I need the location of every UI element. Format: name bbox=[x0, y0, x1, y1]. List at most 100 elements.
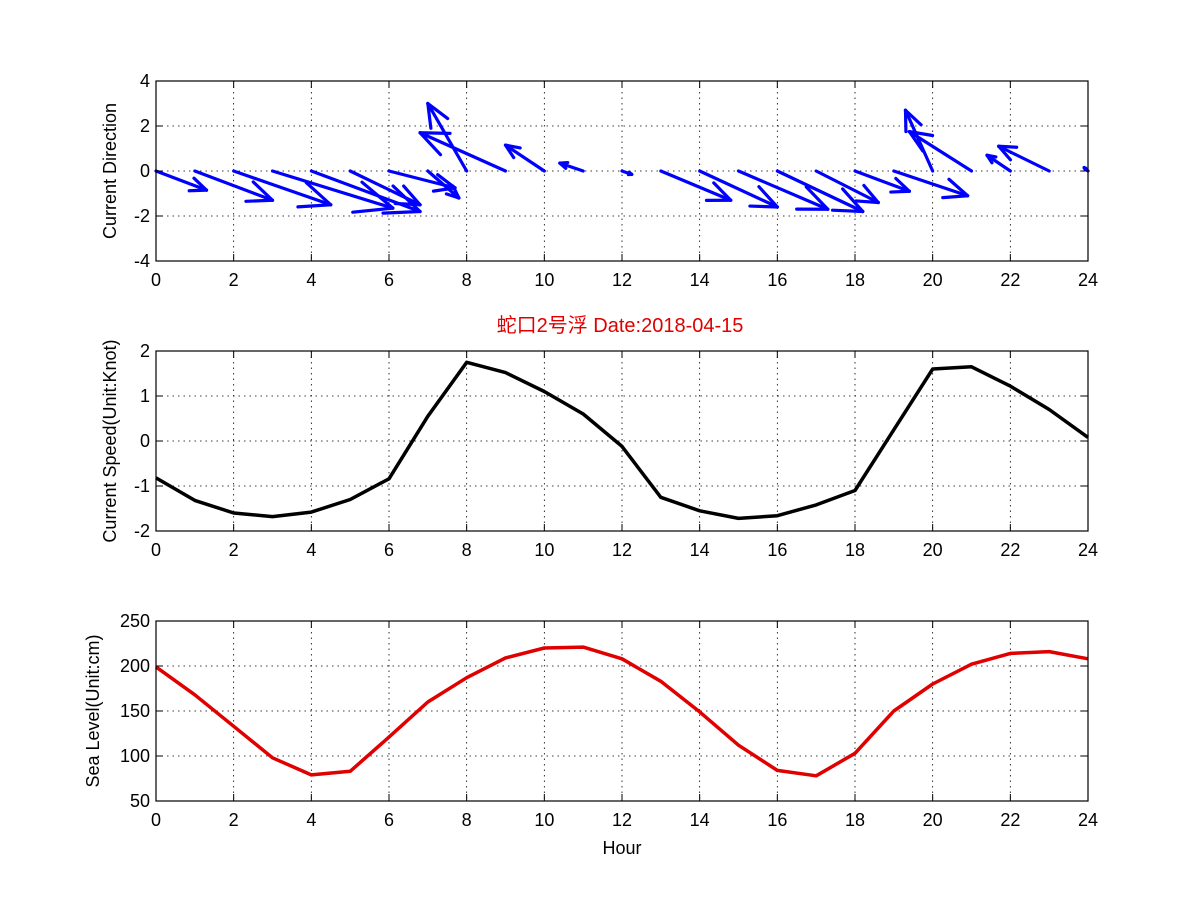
arrow-head bbox=[192, 176, 209, 192]
current-arrow bbox=[558, 160, 585, 173]
arrow-head bbox=[251, 180, 275, 202]
arrow-shaft bbox=[659, 169, 733, 202]
arrow-head bbox=[426, 101, 433, 130]
current-arrow bbox=[985, 153, 1012, 173]
x-axis-label: Hour bbox=[602, 838, 641, 858]
y-tick-label: -2 bbox=[134, 521, 150, 541]
arrow-shaft bbox=[907, 130, 974, 173]
x-tick-label: 12 bbox=[612, 270, 632, 290]
arrow-head bbox=[894, 176, 911, 193]
x-tick-label: 20 bbox=[923, 270, 943, 290]
arrow-shaft bbox=[193, 169, 275, 202]
x-tick-label: 14 bbox=[690, 540, 710, 560]
arrow-shaft bbox=[775, 169, 865, 214]
y-tick-label: 1 bbox=[140, 386, 150, 406]
x-tick-label: 10 bbox=[534, 540, 554, 560]
current-arrow bbox=[997, 144, 1051, 173]
arrow-head bbox=[187, 188, 209, 193]
current-arrow bbox=[698, 169, 779, 209]
arrow-head bbox=[418, 131, 452, 135]
arrow-shaft bbox=[814, 169, 880, 205]
x-tick-label: 0 bbox=[151, 540, 161, 560]
y-tick-label: 4 bbox=[140, 71, 150, 91]
x-tick-label: 8 bbox=[462, 540, 472, 560]
current-arrow bbox=[620, 169, 634, 177]
arrow-shaft bbox=[853, 169, 911, 193]
arrow-head bbox=[907, 130, 935, 138]
x-tick-label: 22 bbox=[1000, 810, 1020, 830]
arrow-shaft bbox=[997, 144, 1051, 173]
arrow-head bbox=[997, 144, 1019, 149]
y-tick-label: -4 bbox=[134, 251, 150, 271]
current-arrow bbox=[1082, 166, 1090, 173]
arrow-head bbox=[903, 108, 923, 127]
x-tick-label: 18 bbox=[845, 810, 865, 830]
chart-title: 蛇口2号浮 Date:2018-04-15 bbox=[497, 314, 744, 337]
arrow-shaft bbox=[698, 169, 779, 209]
current-arrow bbox=[903, 108, 935, 173]
x-tick-label: 6 bbox=[384, 540, 394, 560]
y-tick-label: -1 bbox=[134, 476, 150, 496]
current-arrow bbox=[154, 169, 209, 193]
arrow-head bbox=[907, 130, 925, 153]
arrow-shaft bbox=[426, 169, 461, 200]
current-arrow bbox=[775, 169, 865, 214]
arrow-shaft bbox=[903, 108, 935, 173]
arrow-head bbox=[997, 144, 1013, 162]
arrow-head bbox=[941, 194, 970, 200]
arrow-head bbox=[503, 143, 516, 160]
arrow-shaft bbox=[270, 169, 395, 210]
arrow-shaft bbox=[154, 169, 209, 192]
arrow-shaft bbox=[892, 169, 970, 198]
x-tick-label: 12 bbox=[612, 540, 632, 560]
x-tick-label: 24 bbox=[1078, 810, 1098, 830]
x-tick-label: 4 bbox=[306, 270, 316, 290]
x-tick-label: 14 bbox=[690, 270, 710, 290]
x-tick-label: 2 bbox=[229, 270, 239, 290]
x-tick-label: 6 bbox=[384, 270, 394, 290]
current-arrow bbox=[418, 131, 508, 173]
arrow-head bbox=[558, 161, 568, 170]
y-tick-label: 0 bbox=[140, 431, 150, 451]
arrow-head bbox=[947, 177, 970, 198]
arrow-head bbox=[351, 206, 395, 214]
arrow-head bbox=[985, 153, 994, 165]
x-tick-label: 22 bbox=[1000, 270, 1020, 290]
y-tick-label: 0 bbox=[140, 161, 150, 181]
arrow-head bbox=[431, 186, 457, 193]
arrow-head bbox=[393, 201, 422, 207]
x-tick-label: 22 bbox=[1000, 540, 1020, 560]
y-tick-label: -2 bbox=[134, 206, 150, 226]
x-tick-label: 14 bbox=[690, 810, 710, 830]
arrow-head bbox=[426, 101, 450, 121]
arrow-shaft bbox=[418, 131, 508, 173]
x-tick-label: 6 bbox=[384, 810, 394, 830]
arrow-head bbox=[889, 189, 911, 194]
x-tick-label: 8 bbox=[462, 810, 472, 830]
current-arrow bbox=[892, 169, 970, 200]
current-arrow bbox=[659, 169, 733, 202]
arrow-head bbox=[757, 185, 779, 209]
current-arrow bbox=[907, 130, 974, 173]
y-tick-label: 2 bbox=[140, 341, 150, 361]
x-tick-label: 16 bbox=[767, 540, 787, 560]
x-tick-label: 10 bbox=[534, 270, 554, 290]
arrow-shaft bbox=[985, 153, 1012, 173]
arrow-head bbox=[1082, 166, 1087, 171]
x-tick-label: 24 bbox=[1078, 270, 1098, 290]
x-tick-label: 2 bbox=[229, 540, 239, 560]
x-tick-label: 20 bbox=[923, 540, 943, 560]
arrow-head bbox=[862, 183, 880, 205]
arrow-head bbox=[854, 199, 880, 205]
current-arrow bbox=[193, 169, 275, 203]
x-tick-label: 16 bbox=[767, 810, 787, 830]
arrow-head bbox=[841, 187, 865, 214]
y-axis-label: Current Direction bbox=[100, 103, 120, 239]
x-tick-label: 2 bbox=[229, 810, 239, 830]
x-tick-label: 8 bbox=[462, 270, 472, 290]
current-arrow bbox=[736, 169, 830, 211]
current-arrow bbox=[503, 143, 546, 173]
